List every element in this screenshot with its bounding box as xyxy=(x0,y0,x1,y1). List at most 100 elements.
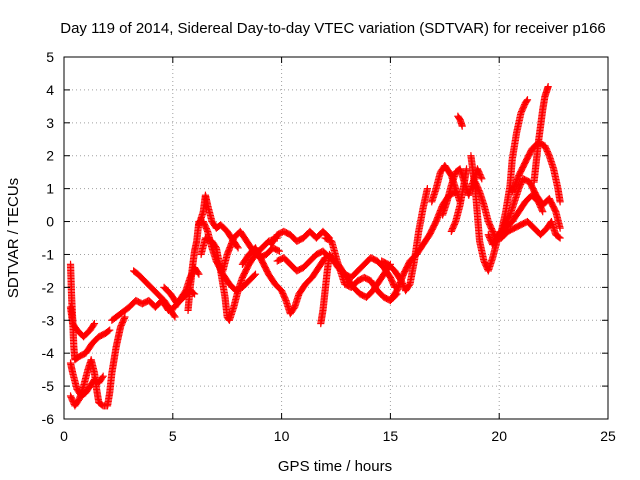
data-point xyxy=(257,256,265,264)
data-point xyxy=(423,185,431,193)
data-point xyxy=(378,257,386,265)
data-point xyxy=(259,260,267,268)
data-point xyxy=(273,231,281,239)
data-point xyxy=(211,242,220,251)
data-point xyxy=(260,261,268,269)
data-point xyxy=(194,269,202,277)
data-point xyxy=(282,229,290,237)
data-point xyxy=(510,224,519,232)
data-point xyxy=(201,234,210,242)
data-point xyxy=(516,169,524,177)
data-point xyxy=(293,267,301,275)
data-point xyxy=(240,269,248,278)
tick-marks xyxy=(63,56,609,420)
data-point xyxy=(539,208,547,216)
data-point xyxy=(242,267,250,275)
data-point xyxy=(76,352,85,360)
y-tick-labels: -6 -5 -4 -3 -2 -1 0 1 2 3 4 5 xyxy=(42,49,55,427)
data-point xyxy=(95,333,103,341)
y-tick-label: 2 xyxy=(46,148,54,164)
data-point xyxy=(524,153,532,161)
data-point xyxy=(251,244,260,252)
data-point xyxy=(356,290,364,298)
data-point xyxy=(392,288,400,296)
data-point xyxy=(525,150,533,159)
data-point xyxy=(276,229,284,237)
data-point xyxy=(509,225,517,233)
data-point xyxy=(315,249,323,257)
x-tick-labels: 0 5 10 15 20 25 xyxy=(60,428,616,444)
data-point xyxy=(545,194,553,203)
data-point xyxy=(255,250,263,259)
data-point xyxy=(379,258,387,266)
data-point xyxy=(427,228,435,236)
y-tick-label: 5 xyxy=(46,49,54,65)
data-point xyxy=(550,205,559,213)
y-tick-label: 4 xyxy=(46,82,54,98)
data-point xyxy=(284,229,292,237)
data-point xyxy=(528,183,536,191)
data-point xyxy=(404,261,412,269)
data-point xyxy=(520,175,529,184)
data-point xyxy=(243,264,251,272)
data-point xyxy=(506,226,515,234)
data-point xyxy=(519,162,527,170)
data-point xyxy=(140,299,148,307)
data-point xyxy=(520,161,528,169)
data-point xyxy=(429,224,437,232)
y-tick-label: -6 xyxy=(42,411,55,427)
data-point xyxy=(274,230,283,238)
data-point xyxy=(244,263,252,271)
data-point xyxy=(550,204,558,212)
data-point xyxy=(261,264,269,272)
data-point xyxy=(548,201,557,209)
x-tick-label: 0 xyxy=(60,428,68,444)
data-point xyxy=(261,262,269,270)
data-point xyxy=(380,258,388,266)
data-point xyxy=(549,202,557,211)
data-point xyxy=(242,265,250,274)
data-point xyxy=(324,235,332,243)
data-point xyxy=(531,188,539,197)
data-point xyxy=(519,163,527,172)
data-point xyxy=(132,296,140,305)
data-point xyxy=(523,177,531,185)
data-point xyxy=(431,219,440,227)
data-point xyxy=(517,221,525,229)
data-point xyxy=(97,331,106,340)
data-point xyxy=(401,267,409,276)
data-point xyxy=(250,271,258,279)
data-point xyxy=(294,266,302,274)
data-point xyxy=(517,166,525,174)
data-point xyxy=(504,227,512,236)
data-point xyxy=(90,319,99,328)
data-point xyxy=(204,235,212,243)
y-tick-label: 3 xyxy=(46,115,54,131)
data-point xyxy=(360,273,368,282)
data-point xyxy=(354,277,362,285)
data-point xyxy=(548,200,556,208)
y-tick-label: -3 xyxy=(42,312,55,328)
data-point xyxy=(526,148,535,156)
data-point xyxy=(270,244,278,253)
data-point xyxy=(121,313,129,321)
data-point xyxy=(547,198,555,207)
data-point xyxy=(253,248,262,256)
data-point xyxy=(508,225,516,234)
y-tick-label: -4 xyxy=(42,345,55,361)
data-point xyxy=(517,167,525,176)
data-point xyxy=(513,223,521,231)
data-point xyxy=(294,237,302,245)
y-tick-label: 0 xyxy=(46,214,54,230)
data-point xyxy=(521,158,529,166)
data-point xyxy=(427,227,436,235)
data-point xyxy=(96,332,104,340)
data-point xyxy=(546,197,555,205)
data-point xyxy=(290,304,298,313)
data-point xyxy=(401,266,410,274)
data-point xyxy=(523,156,531,164)
data-point xyxy=(515,171,523,180)
data-point xyxy=(518,220,526,228)
data-point xyxy=(405,281,413,289)
data-point xyxy=(405,260,413,268)
